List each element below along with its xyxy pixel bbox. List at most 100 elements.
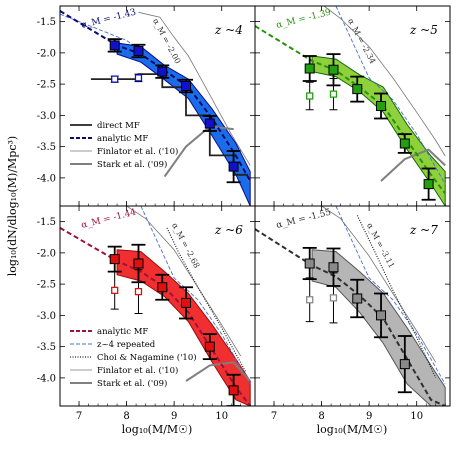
open-point xyxy=(134,74,143,82)
analytic-mf-line xyxy=(255,25,446,195)
y-tick-label: -3.5 xyxy=(37,142,56,153)
data-point xyxy=(228,161,239,172)
data-point xyxy=(181,297,192,308)
panel-redshift-label: z ~7 xyxy=(409,223,438,237)
x-tick-label: 9 xyxy=(171,411,177,422)
stark-line xyxy=(163,125,234,178)
data-point xyxy=(228,385,239,396)
panel-redshift-label: z ~5 xyxy=(409,23,438,37)
legend-label: Finlator et al. ('10) xyxy=(97,146,178,157)
data-point xyxy=(352,84,363,95)
panel-redshift-label: z ~4 xyxy=(214,23,243,37)
analytic-mf-line xyxy=(60,10,252,182)
x-axis-label-right: log₁₀(M/M☉) xyxy=(317,423,388,436)
slope-label: α_M = -1.43 xyxy=(80,8,137,31)
slope-label: α_M = -1.39 xyxy=(275,8,332,31)
choi-line xyxy=(356,215,437,379)
data-point xyxy=(399,359,410,370)
x-tick-label: 9 xyxy=(366,411,372,422)
finlator-line xyxy=(138,11,251,166)
open-point xyxy=(306,92,314,100)
mf-band xyxy=(116,42,251,206)
data-point xyxy=(399,138,410,149)
finlator-line xyxy=(321,206,437,363)
open-point xyxy=(329,294,338,302)
data-point xyxy=(352,293,363,304)
x-tick-label: 7 xyxy=(76,411,82,422)
x-tick-label: 10 xyxy=(215,411,228,422)
panel-z5 xyxy=(255,6,446,206)
data-point xyxy=(328,262,339,273)
finlator-line xyxy=(126,206,242,357)
data-point xyxy=(109,40,120,51)
data-point xyxy=(204,118,215,129)
slope-label: α_M = -1.55 xyxy=(275,208,332,231)
z4-repeated-line xyxy=(140,206,251,385)
analytic-mf-line xyxy=(60,227,251,406)
y-axis-label: log₁₀(dN/dlog₁₀(M)/Mpc³) xyxy=(6,136,19,276)
data-point xyxy=(328,64,339,75)
legend-label: analytic MF xyxy=(97,134,148,144)
data-point xyxy=(133,258,144,269)
panel-frame xyxy=(254,205,451,407)
data-point xyxy=(304,63,315,74)
choi-line xyxy=(166,227,247,372)
x-tick-label: 8 xyxy=(123,411,129,422)
y-tick-label: -2.0 xyxy=(37,48,56,59)
data-point xyxy=(109,254,120,265)
data-point xyxy=(181,81,192,91)
data-point xyxy=(157,282,168,293)
mf-band xyxy=(311,55,446,206)
y-tick-label: -4.0 xyxy=(37,373,56,384)
open-point xyxy=(134,287,143,296)
legend-label: Stark et al. ('09) xyxy=(97,378,167,389)
y-tick-label: -1.5 xyxy=(37,217,56,228)
x-tick-label: 8 xyxy=(318,411,324,422)
legend-label: Stark et al. ('09) xyxy=(97,159,167,170)
choi-slope-label: α_M = -2.68 xyxy=(170,221,201,269)
x-tick-label: 10 xyxy=(410,411,423,422)
panel-redshift-label: z ~6 xyxy=(214,223,243,237)
panel-z6 xyxy=(60,206,251,406)
legend-label: analytic MF xyxy=(97,327,148,337)
z4-repeated-line xyxy=(335,6,446,185)
legend-label: Choi & Nagamine ('10) xyxy=(97,352,197,363)
y-tick-label: -2.5 xyxy=(37,280,56,291)
data-point xyxy=(376,101,387,111)
legend-label: z~4 repeated xyxy=(97,340,156,350)
data-point xyxy=(204,341,215,352)
mf-band xyxy=(116,249,251,406)
slope-label: α_M = -1.44 xyxy=(80,208,137,231)
finlator-slope-label: α_M = -2.34 xyxy=(346,17,377,65)
x-axis-label-left: log₁₀(M/M☉) xyxy=(122,423,193,436)
choi-slope-label: α_M = -3.11 xyxy=(365,221,396,269)
y-tick-label: -1.5 xyxy=(37,17,56,28)
data-point xyxy=(157,66,168,77)
z4-repeated-line xyxy=(60,13,251,185)
analytic-mf-line xyxy=(255,228,446,406)
y-tick-label: -2.5 xyxy=(37,80,56,91)
data-point xyxy=(304,258,315,269)
data-point xyxy=(133,46,144,56)
data-point xyxy=(423,179,434,190)
mf-band xyxy=(311,249,446,406)
panel-z7 xyxy=(255,206,446,406)
finlator-line xyxy=(323,6,446,157)
y-tick-label: -3.0 xyxy=(37,111,56,122)
open-point xyxy=(306,296,314,304)
panel-z4 xyxy=(60,10,252,206)
z4-repeated-line xyxy=(335,206,446,385)
open-point xyxy=(111,75,119,83)
y-tick-label: -4.0 xyxy=(37,173,56,184)
legend-label: Finlator et al. ('10) xyxy=(97,365,178,376)
data-point xyxy=(376,310,387,321)
panel-frames xyxy=(59,5,451,407)
y-tick-label: -3.5 xyxy=(37,342,56,353)
open-point xyxy=(111,286,119,295)
legends: direct MF analytic MF Finlator et al. ('10… xyxy=(70,121,197,389)
legend-label: direct MF xyxy=(97,121,140,131)
x-tick-label: 7 xyxy=(271,411,277,422)
y-tick-label: -3.0 xyxy=(37,311,56,322)
axis-ticks: -1.5 -2.0 -2.5 -3.0 -3.5 -4.0 -1.5 -2.0 -2.5 -3.0… xyxy=(37,6,450,422)
